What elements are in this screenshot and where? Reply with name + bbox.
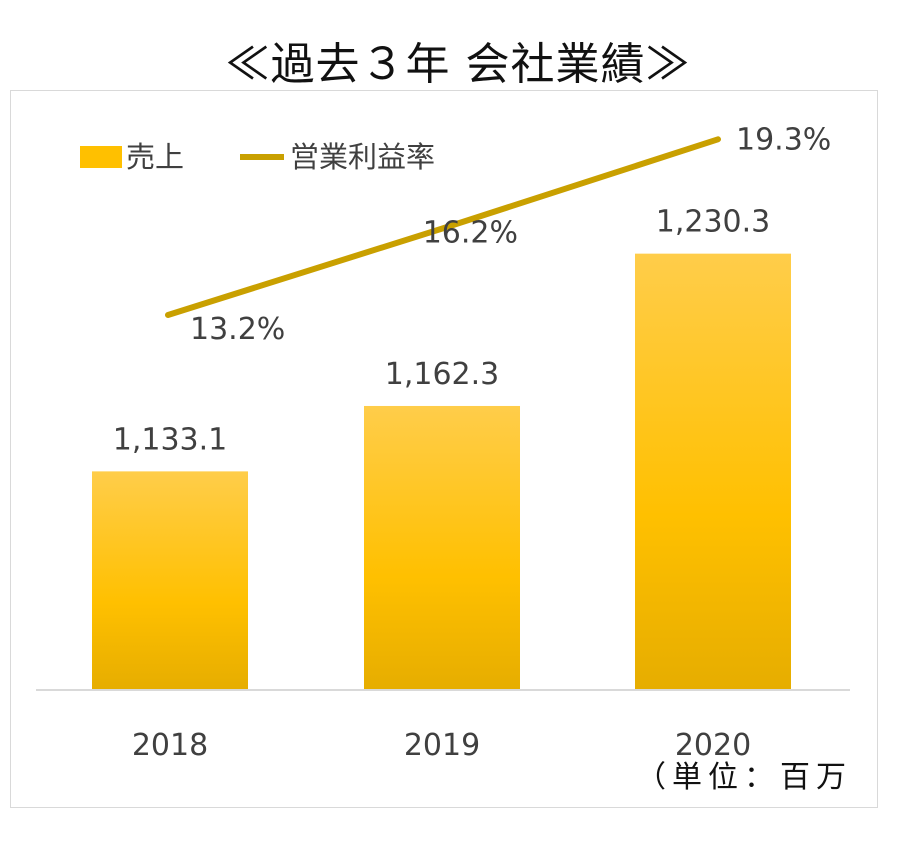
bar-value-label: 1,133.1 (113, 422, 228, 457)
legend-label: 営業利益率 (290, 140, 435, 174)
line-value-label: 13.2% (190, 312, 285, 347)
bar-2020 (635, 253, 791, 690)
bar-value-label: 1,230.3 (656, 205, 771, 240)
x-axis-ticks: 2018 2019 2020 (132, 728, 751, 763)
line-value-label: 16.2% (423, 216, 518, 251)
bar-2019 (364, 405, 520, 690)
legend-swatch-bar (80, 146, 122, 168)
bar-series: 1,133.1 1,162.3 1,230.3 (92, 205, 791, 690)
chart-title: ≪過去３年 会社業績≫ (225, 39, 691, 90)
line-series: 13.2% 16.2% 19.3% (165, 122, 831, 347)
x-tick-label: 2019 (404, 728, 480, 763)
bar-2018 (92, 471, 248, 690)
x-tick-label: 2018 (132, 728, 208, 763)
bar-value-label: 1,162.3 (385, 357, 500, 392)
unit-note: （単位：百万 (636, 760, 852, 795)
line-営業利益率 (165, 136, 721, 318)
x-tick-label: 2020 (675, 728, 751, 763)
chart-frame (10, 90, 878, 808)
legend: 売上 営業利益率 (80, 140, 435, 174)
line-value-label: 19.3% (736, 122, 831, 157)
legend-label: 売上 (126, 140, 184, 174)
